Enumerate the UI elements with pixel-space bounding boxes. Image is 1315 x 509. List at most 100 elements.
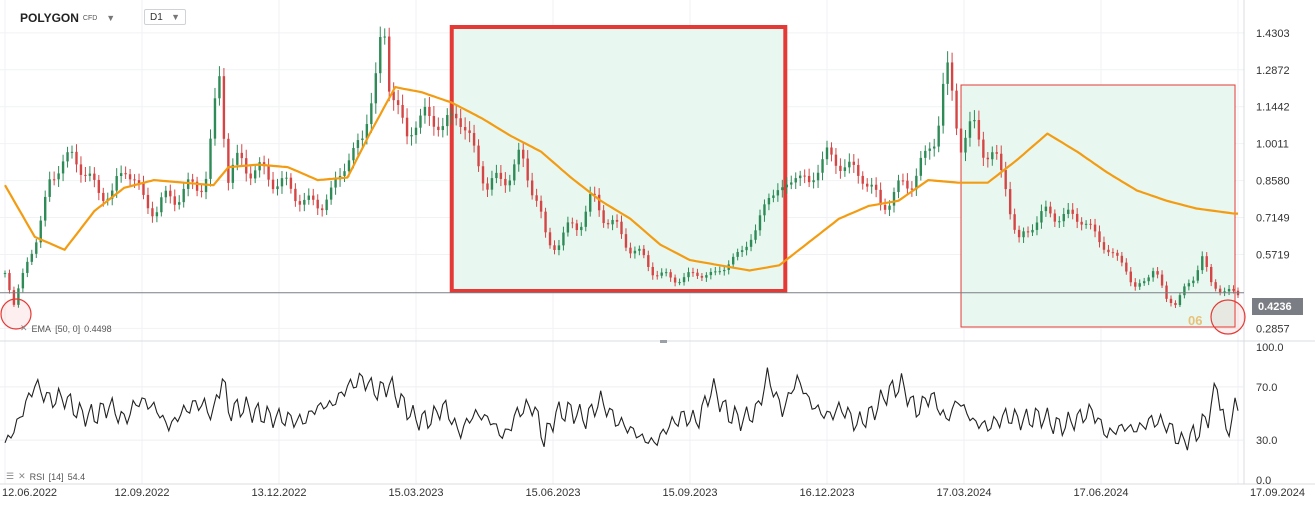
candle-body (571, 222, 574, 224)
candle-body (1017, 229, 1021, 238)
timeframe-value: D1 (150, 11, 163, 23)
candle-body (44, 196, 47, 221)
candle-body (39, 220, 42, 243)
close-icon[interactable]: ✕ (18, 471, 26, 481)
candle-body (334, 179, 337, 188)
candle-body (419, 115, 422, 128)
rsi-indicator-label[interactable]: ☰ ✕ RSI [14] 54.4 (6, 471, 85, 482)
candle (1196, 265, 1199, 284)
price-tick-label: 1.4303 (1256, 28, 1290, 40)
candle-body (830, 147, 833, 155)
candle-body (1138, 283, 1141, 287)
candle (906, 173, 909, 196)
close-icon[interactable]: ✕ (20, 323, 28, 333)
candle (642, 245, 646, 259)
candle-body (580, 226, 583, 231)
candle (61, 154, 65, 182)
last-price-tag: 0.4236 (1252, 298, 1303, 315)
candle (991, 146, 994, 166)
candle-body (1151, 271, 1155, 278)
candle (75, 144, 78, 173)
candle-body (303, 199, 306, 205)
candle-body (124, 173, 127, 175)
candle-body (48, 179, 51, 197)
candle (173, 189, 176, 212)
candle-body (1165, 285, 1168, 299)
candle (271, 171, 275, 194)
candle (383, 28, 386, 45)
time-tick-label: 12.09.2022 (114, 487, 169, 499)
candle (915, 168, 918, 196)
candle (1218, 285, 1222, 296)
candle-body (1089, 223, 1092, 225)
candle-body (8, 273, 11, 291)
candle-body (119, 173, 123, 177)
candle (1138, 279, 1141, 290)
candle (852, 154, 856, 173)
price-tick-label: 0.7149 (1256, 213, 1290, 225)
time-tick-label: 17.06.2024 (1073, 487, 1128, 499)
candle-body (169, 190, 172, 197)
candle-body (227, 138, 230, 183)
candle-body (629, 247, 632, 254)
candle (1075, 208, 1079, 229)
candle (1058, 216, 1061, 228)
candle-body (910, 188, 914, 190)
candle-body (26, 261, 29, 273)
candle (964, 129, 967, 162)
candle (334, 171, 337, 195)
ema-indicator-label[interactable]: ✕ EMA [50, 0] 0.4498 (20, 323, 112, 334)
timeframe-select[interactable]: D1 ▼ (144, 9, 186, 25)
candle-body (798, 175, 802, 179)
candle (1008, 181, 1012, 220)
candle (633, 246, 637, 259)
candle (164, 185, 168, 204)
candle-body (606, 223, 610, 225)
symbol-selector[interactable]: POLYGON CFD ▼ (20, 9, 115, 27)
candle-body (111, 190, 114, 199)
candle-body (740, 250, 744, 253)
candle-body (133, 179, 136, 181)
menu-icon[interactable]: ☰ (6, 471, 15, 481)
candle (968, 111, 972, 147)
candle (839, 158, 842, 179)
candle (303, 192, 306, 212)
candle-body (396, 100, 400, 106)
candle-body (839, 165, 842, 172)
candle-body (620, 221, 623, 235)
rsi-line (4, 367, 1239, 451)
candle (119, 165, 123, 183)
ema-line-group (4, 85, 1238, 272)
candle-body (1049, 206, 1052, 214)
candle-body (691, 272, 695, 274)
candle-body (535, 195, 538, 201)
candle (1142, 277, 1146, 286)
rsi-tick-label: 0.0 (1256, 475, 1271, 487)
candle (419, 108, 422, 134)
price-tick-label: 1.1442 (1256, 102, 1290, 114)
candle (812, 172, 815, 189)
candle-body (1040, 211, 1043, 223)
candle-body (155, 212, 159, 217)
candle-body (1174, 302, 1177, 306)
candle (428, 97, 431, 126)
candle-body (88, 173, 92, 176)
candle-body (35, 242, 38, 254)
candle-body (879, 189, 882, 205)
candle-body (731, 256, 735, 265)
candle (1062, 207, 1065, 227)
candle (767, 193, 771, 211)
candle-body (883, 204, 887, 210)
candle (1080, 217, 1083, 231)
candle (320, 204, 324, 217)
candle (638, 245, 641, 256)
candle (88, 166, 92, 182)
candle (1165, 281, 1168, 303)
candle-body (428, 106, 431, 117)
candle (1147, 274, 1150, 286)
candle (919, 150, 923, 181)
candle-body (1183, 286, 1186, 296)
candle (1187, 279, 1191, 291)
candle (44, 190, 47, 227)
